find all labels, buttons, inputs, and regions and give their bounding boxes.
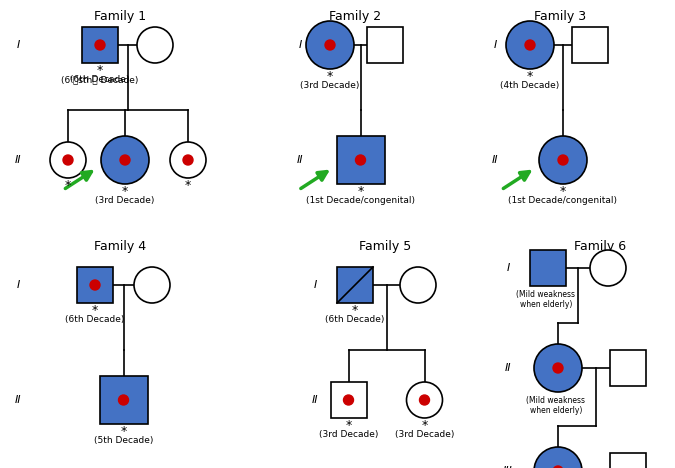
- Text: I: I: [16, 280, 20, 290]
- Text: I: I: [506, 263, 510, 273]
- Text: Family 2: Family 2: [329, 10, 381, 23]
- Ellipse shape: [539, 136, 587, 184]
- Text: *: *: [421, 419, 428, 432]
- Text: (3rd Decade): (3rd Decade): [95, 196, 155, 205]
- Text: (4th Decade): (4th Decade): [500, 81, 560, 90]
- Ellipse shape: [506, 21, 554, 69]
- Text: (6th Decade): (6th Decade): [65, 315, 125, 324]
- Text: I: I: [16, 40, 20, 50]
- Ellipse shape: [50, 142, 86, 178]
- Text: (1st Decade/congenital): (1st Decade/congenital): [306, 196, 415, 205]
- Text: II: II: [15, 155, 21, 165]
- Bar: [99, 376, 148, 424]
- Ellipse shape: [90, 280, 100, 290]
- Ellipse shape: [590, 250, 626, 286]
- Text: *: *: [185, 179, 191, 192]
- Ellipse shape: [558, 155, 568, 165]
- Ellipse shape: [101, 136, 149, 184]
- Text: (1st Decade/congenital): (1st Decade/congenital): [508, 196, 618, 205]
- Ellipse shape: [553, 363, 563, 373]
- Text: (3rd Decade): (3rd Decade): [395, 430, 454, 439]
- Text: I: I: [313, 280, 317, 290]
- Text: II: II: [297, 155, 303, 165]
- Text: (Mild weakness: (Mild weakness: [516, 290, 576, 299]
- Ellipse shape: [525, 40, 535, 50]
- Text: (Mild weakness: (Mild weakness: [526, 396, 585, 405]
- Text: *: *: [527, 70, 533, 83]
- Ellipse shape: [534, 344, 582, 392]
- Text: II: II: [15, 395, 21, 405]
- Text: *: *: [120, 425, 127, 438]
- Text: *: *: [92, 304, 98, 317]
- Text: (6th Decade): (6th Decade): [325, 315, 385, 324]
- Bar: [610, 350, 646, 386]
- Text: (6th Decade): (6th Decade): [70, 75, 130, 84]
- Text: *: *: [122, 185, 128, 198]
- Text: *: *: [346, 419, 352, 432]
- Text: (6ᵗ˾sth˾ Decade): (6ᵗ˾sth˾ Decade): [61, 75, 138, 84]
- Bar: [530, 250, 566, 286]
- Bar: [77, 267, 113, 303]
- Text: Family 5: Family 5: [359, 240, 411, 253]
- Text: (3rd Decade): (3rd Decade): [300, 81, 360, 90]
- Bar: [337, 267, 373, 303]
- Bar: [337, 136, 385, 184]
- Text: I: I: [493, 40, 497, 50]
- Text: II: II: [505, 363, 511, 373]
- Text: *: *: [560, 185, 566, 198]
- Ellipse shape: [95, 40, 105, 50]
- Text: when elderly): when elderly): [520, 300, 572, 309]
- Text: I: I: [298, 40, 302, 50]
- Ellipse shape: [356, 155, 365, 165]
- Text: II: II: [492, 155, 498, 165]
- Bar: [367, 27, 403, 63]
- Bar: [82, 27, 118, 63]
- Ellipse shape: [325, 40, 335, 50]
- Text: *: *: [97, 64, 103, 77]
- Text: when elderly): when elderly): [530, 406, 582, 415]
- Ellipse shape: [306, 21, 354, 69]
- Ellipse shape: [170, 142, 206, 178]
- Text: Family 1: Family 1: [94, 10, 146, 23]
- Text: (5th Decade): (5th Decade): [94, 436, 153, 445]
- Bar: [572, 27, 608, 63]
- Ellipse shape: [344, 395, 354, 405]
- Text: Family 6: Family 6: [574, 240, 626, 253]
- Ellipse shape: [183, 155, 193, 165]
- Text: *: *: [352, 304, 358, 317]
- Bar: [331, 382, 367, 418]
- Ellipse shape: [534, 447, 582, 468]
- Text: *: *: [327, 70, 333, 83]
- Text: II: II: [312, 395, 318, 405]
- Ellipse shape: [119, 395, 128, 405]
- Ellipse shape: [120, 155, 130, 165]
- Ellipse shape: [553, 466, 563, 468]
- Text: *: *: [357, 185, 364, 198]
- Ellipse shape: [406, 382, 443, 418]
- Ellipse shape: [400, 267, 436, 303]
- Ellipse shape: [63, 155, 73, 165]
- Bar: [610, 453, 646, 468]
- Ellipse shape: [137, 27, 173, 63]
- Text: Family 4: Family 4: [94, 240, 146, 253]
- Text: Family 3: Family 3: [534, 10, 586, 23]
- Text: (3rd Decade): (3rd Decade): [319, 430, 378, 439]
- Text: III: III: [503, 466, 513, 468]
- Text: *: *: [65, 179, 71, 192]
- Ellipse shape: [419, 395, 429, 405]
- Ellipse shape: [134, 267, 170, 303]
